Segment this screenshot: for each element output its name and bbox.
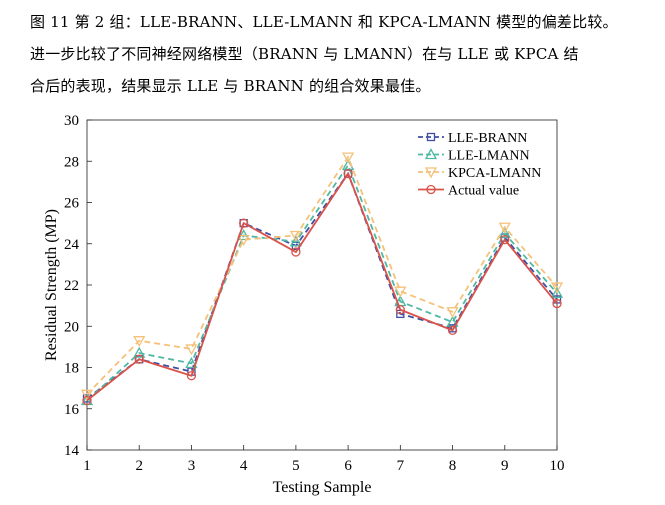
series-line [86,163,558,402]
legend-label: LLE-LMANN [448,149,530,164]
legend-label: KPCA-LMANN [448,166,541,181]
x-tick-label: 7 [397,458,405,474]
y-tick-label: 18 [64,361,79,377]
data-point [134,354,144,364]
data-point [185,344,198,356]
y-axis-label: Residual Strength (MP) [43,209,60,361]
y-tick-label: 14 [64,443,80,459]
x-tick-label: 1 [83,458,91,474]
legend-label: Actual value [448,184,519,199]
legend: LLE-BRANN LLE-LMANN KPCA-LMANN Actual value [418,131,541,199]
data-point [550,282,564,294]
legend-marker [426,132,436,142]
legend-marker [424,148,438,160]
x-tick-label: 2 [135,458,143,474]
x-axis-ticks: 1 2 3 4 5 6 7 8 9 10 [83,445,565,474]
series-line [86,155,558,395]
y-tick-label: 28 [64,154,79,170]
series-line [86,171,558,402]
data-point [82,395,92,406]
legend-label: LLE-BRANN [448,131,527,146]
data-point [552,298,562,309]
data-point [239,218,249,228]
x-tick-label: 3 [188,458,196,474]
data-point [342,152,355,164]
data-point [550,286,564,298]
y-tick-label: 22 [64,278,79,294]
caption-line-3: 合后的表现，结果显示 LLE 与 BRANN 的组合效果最佳。 [30,77,431,95]
series-line [86,171,558,400]
series-actual-value [82,168,562,406]
data-point [185,357,198,369]
y-tick-label: 16 [64,402,80,418]
y-tick-label: 24 [64,237,80,253]
data-point [291,247,301,257]
series-kpca-lmann [80,152,564,401]
y-tick-label: 26 [64,196,80,212]
figure-caption: 图 11 第 2 组：LLE-BRANN、LLE-LMANN 和 KPCA-LM… [30,6,660,102]
data-point [498,227,511,239]
x-tick-label: 10 [550,458,565,474]
y-tick-label: 30 [64,113,79,129]
data-point [133,336,146,348]
caption-line-1: 图 11 第 2 组：LLE-BRANN、LLE-LMANN 和 KPCA-LM… [30,13,618,31]
x-tick-label: 4 [240,458,248,474]
data-point [395,305,405,315]
data-point [80,389,94,401]
data-point [289,230,302,242]
x-tick-label: 6 [344,458,352,474]
data-point [500,234,510,245]
data-point [133,346,146,358]
data-point [498,222,511,234]
data-point [237,234,250,246]
data-point [446,307,459,319]
x-tick-label: 8 [449,458,457,474]
x-tick-label: 9 [501,458,509,474]
series-lle-brann [82,169,562,403]
series-layer [80,152,564,406]
x-tick-label: 5 [292,458,300,474]
legend-marker [424,167,438,179]
data-point [394,286,407,298]
caption-line-2: 进一步比较了不同神经网络模型（BRANN 与 LMANN）在与 LLE 或 KP… [30,45,579,63]
legend-marker [426,184,436,195]
data-point [447,325,458,336]
data-point [186,371,197,381]
data-point [289,235,302,247]
y-tick-label: 20 [64,319,79,335]
x-axis-label: Testing Sample [273,479,372,496]
y-axis-ticks: 14 16 18 20 22 24 26 28 30 [64,113,92,459]
data-point [343,168,353,179]
